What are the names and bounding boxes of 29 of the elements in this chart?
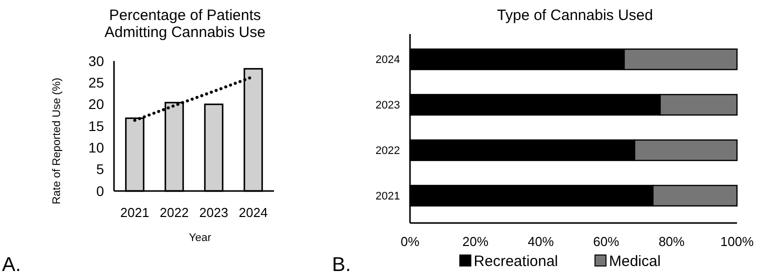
x-tick-label: 0% [400, 234, 420, 249]
y-tick-label: 15 [88, 118, 104, 134]
y-tick-label: 2021 [376, 190, 400, 203]
y-tick-label: 20 [88, 96, 104, 112]
x-tick-label: 2023 [199, 205, 228, 220]
legend-label: Recreational [474, 253, 558, 270]
y-tick-label: 5 [96, 161, 104, 178]
x-axis-title: Year [188, 232, 212, 244]
legend-label: Medical [609, 253, 661, 270]
y-tick-label: 2023 [376, 100, 400, 112]
x-tick-label: 2022 [160, 205, 189, 220]
chart-title: Type of Cannabis Used [497, 7, 653, 24]
x-tick-label: 20% [462, 234, 489, 249]
y-tick-label: 10 [88, 140, 104, 156]
x-tick-label: 60% [593, 234, 620, 249]
chart-title: Percentage of Patients Admitting Cannabis Use [104, 7, 266, 41]
x-tick-label: 40% [528, 234, 554, 249]
x-tick-label: 2021 [120, 205, 150, 220]
y-tick-label: 2022 [376, 145, 400, 158]
y-tick-label: 30 [88, 52, 104, 69]
y-tick-label: 2024 [376, 54, 400, 66]
x-tick-label: 100% [720, 234, 754, 249]
y-tick-label: 25 [88, 74, 104, 91]
x-tick-label: 80% [658, 234, 686, 249]
text: B. [332, 254, 351, 276]
y-tick-label: 0 [96, 182, 104, 199]
x-tick-label: 2024 [238, 205, 268, 220]
y-axis-title: Rate of Reported Use (%) [51, 78, 63, 204]
text: A. [2, 254, 21, 276]
